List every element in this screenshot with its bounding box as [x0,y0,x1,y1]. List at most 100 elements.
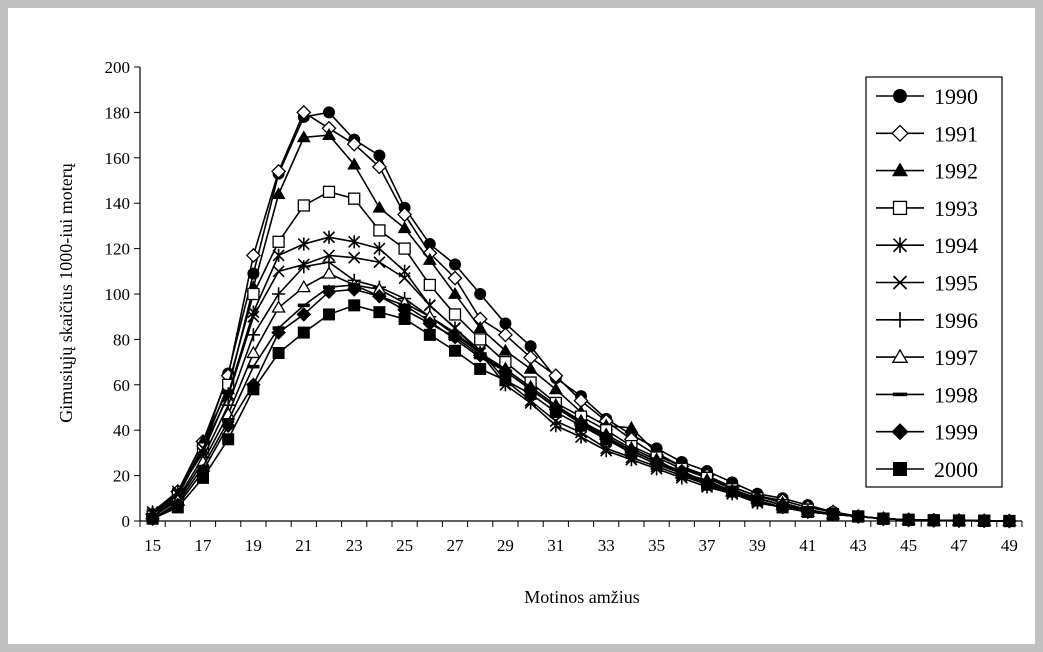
data-point [271,163,287,179]
data-point [322,185,336,199]
data-point [827,508,839,521]
legend-label: 1991 [934,121,978,146]
x-axis-title: Motinos amžius [524,587,640,607]
x-tick-label: 45 [900,536,917,555]
data-point [422,252,437,265]
legend-label: 1994 [934,233,978,258]
data-point [575,419,587,432]
data-point [373,256,386,269]
data-point [372,288,387,304]
y-tick-label: 180 [105,103,131,122]
data-point [171,501,184,514]
data-point [322,128,336,140]
data-point [272,287,286,301]
data-point [549,406,562,419]
legend-swatch-marker [891,124,909,143]
x-tick-label: 23 [346,536,363,555]
legend-label: 2000 [934,457,978,482]
x-tick-label: 33 [598,536,615,555]
data-point [323,308,335,321]
data-point [624,420,639,433]
data-point [297,260,311,274]
legend-item: 1995 [876,271,978,296]
legend-label: 1999 [934,420,978,445]
data-point [548,382,563,395]
y-tick-label: 160 [105,149,131,168]
y-tick-label: 40 [113,421,130,440]
legend-label: 1997 [934,345,978,370]
data-point [524,387,537,400]
x-tick-label: 15 [144,536,161,555]
data-point [348,251,361,264]
data-point [675,467,688,480]
axes-group: 0 20 40 60 80 100 120 140 160 180 200 15 17 19 21 23 25 2… [105,58,1023,555]
x-tick-label: 27 [447,536,465,555]
data-point [373,224,386,237]
y-tick-label: 100 [105,285,131,304]
data-point [701,478,713,491]
legend-label: 1993 [934,196,978,221]
data-point [346,136,362,152]
data-point [297,199,310,212]
legend-label: 1998 [934,382,978,407]
legend-swatch-marker [891,348,909,363]
data-point [197,471,209,484]
legend-item: 1997 [876,345,978,370]
y-tick-label: 80 [113,330,130,349]
legend-item: 1993 [876,196,978,221]
legend-item: 1991 [876,121,978,146]
data-point [247,364,260,369]
data-point [474,333,487,346]
data-point [497,327,513,343]
y-tick-label: 20 [113,467,130,486]
data-point [498,343,513,356]
x-tick-label: 19 [245,536,262,555]
data-point [523,361,538,374]
data-point [423,299,436,312]
data-point [397,221,412,234]
data-point [625,446,638,459]
data-point [222,433,235,446]
data-point [448,308,462,321]
data-point [473,321,488,333]
data-point [322,230,336,244]
data-point [726,485,739,498]
x-tick-label: 17 [195,536,213,555]
data-point [474,288,487,300]
legend-label: 1992 [934,159,978,184]
x-tick-label: 37 [699,536,717,555]
x-tick-label: 21 [295,536,312,555]
data-point [447,329,463,345]
legend-swatch-marker [891,423,909,441]
data-point [474,362,487,375]
y-tick-label: 120 [105,240,131,259]
data-point [321,266,337,279]
legend-item: 1999 [876,420,978,445]
data-point [447,270,463,286]
data-point [246,328,260,342]
data-point [927,514,940,527]
y-tick-label: 140 [105,194,131,213]
series-group [145,104,1017,529]
legend-swatch-marker [892,312,908,328]
data-point [348,192,361,205]
data-point [296,104,312,120]
data-point [247,287,260,301]
x-tick-label: 39 [749,536,766,555]
data-point [297,326,310,339]
x-tick-label: 41 [799,536,816,555]
y-tick-label: 200 [105,58,131,77]
data-point [902,513,915,526]
data-point [271,300,286,313]
data-point [272,248,285,263]
x-tick-label: 29 [497,536,514,555]
data-point [346,282,362,297]
data-point [347,157,362,170]
x-tick-label: 47 [951,536,969,555]
data-point [220,418,236,433]
data-point [348,235,361,249]
x-tick-label: 49 [1001,536,1018,555]
data-point [852,510,865,523]
data-point [449,344,461,357]
